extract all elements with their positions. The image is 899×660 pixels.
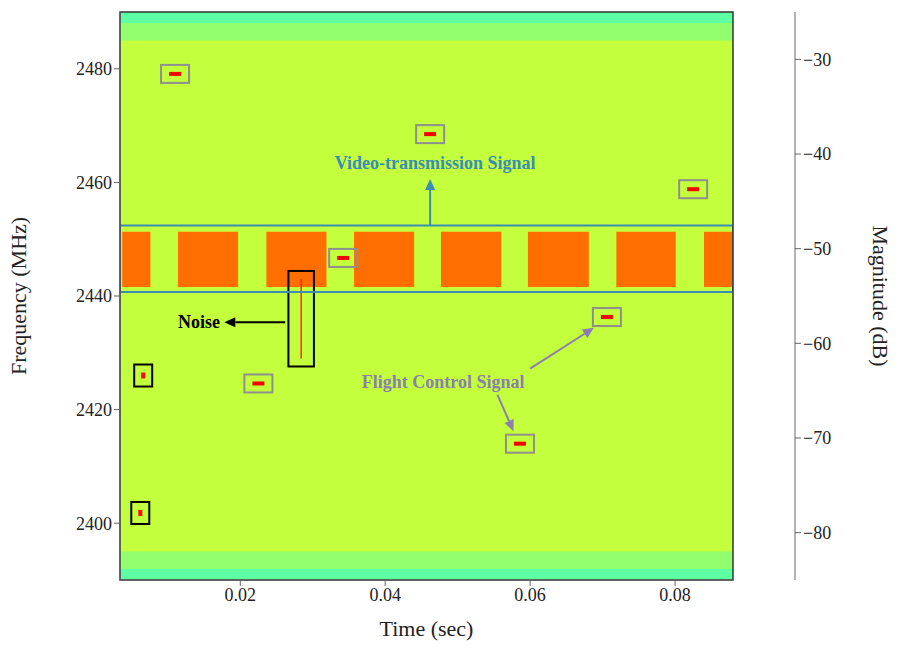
svg-text:2400: 2400 <box>76 514 112 534</box>
svg-text:2420: 2420 <box>76 400 112 420</box>
svg-text:−40: −40 <box>803 144 831 164</box>
svg-text:Magnitude (dB): Magnitude (dB) <box>868 225 893 366</box>
svg-text:−70: −70 <box>803 428 831 448</box>
svg-text:2440: 2440 <box>76 286 112 306</box>
svg-text:−60: −60 <box>803 334 831 354</box>
svg-text:Noise: Noise <box>178 312 220 332</box>
svg-text:Video-transmission Signal: Video-transmission Signal <box>335 153 536 173</box>
svg-text:−30: −30 <box>803 50 831 70</box>
svg-text:Frequency (MHz): Frequency (MHz) <box>6 217 31 375</box>
svg-text:Flight Control Signal: Flight Control Signal <box>362 372 525 392</box>
svg-text:−50: −50 <box>803 239 831 259</box>
svg-text:−80: −80 <box>803 523 831 543</box>
svg-text:0.02: 0.02 <box>225 585 257 605</box>
svg-text:2480: 2480 <box>76 59 112 79</box>
svg-text:0.04: 0.04 <box>369 585 401 605</box>
svg-text:0.06: 0.06 <box>514 585 546 605</box>
svg-text:0.08: 0.08 <box>659 585 691 605</box>
svg-text:2460: 2460 <box>76 173 112 193</box>
svg-text:Time (sec): Time (sec) <box>380 616 474 641</box>
